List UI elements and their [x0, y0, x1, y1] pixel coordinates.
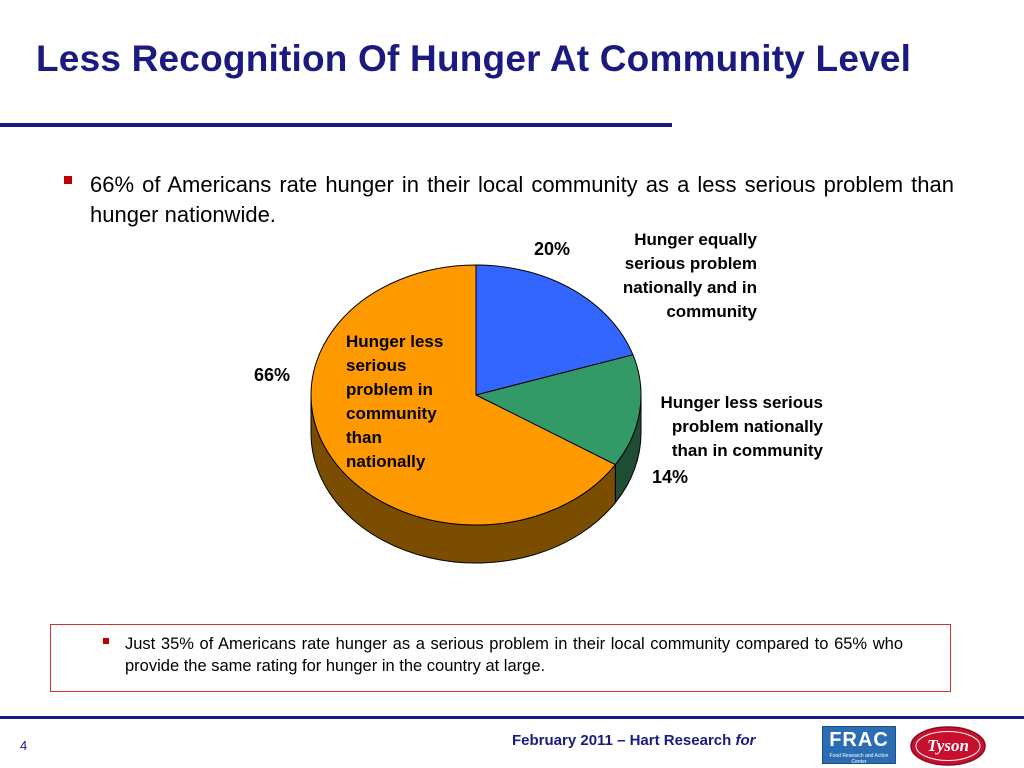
bullet-square-icon — [64, 176, 72, 184]
page-number: 4 — [20, 738, 28, 753]
pie-tops — [310, 264, 642, 526]
bullet-text: 66% of Americans rate hunger in their lo… — [90, 172, 954, 227]
bullet-point: 66% of Americans rate hunger in their lo… — [64, 170, 954, 230]
footer-credit-text: February 2011 – Hart Research — [512, 732, 732, 749]
tyson-logo-text: Tyson — [927, 736, 969, 755]
pie-slice-1 — [474, 354, 642, 466]
pie-category-label-0-line-3: community — [666, 302, 757, 321]
pie-category-label-2-line-4: than — [346, 428, 382, 447]
pie-category-label-2-line-3: community — [346, 404, 437, 423]
pie-category-label-2-line-1: serious — [346, 356, 406, 375]
frac-logo: FRAC Food Research and Action Center — [822, 726, 896, 765]
footer-for: for — [735, 732, 756, 749]
slide-title: Less Recognition Of Hunger At Community … — [36, 38, 912, 79]
callout-box: Just 35% of Americans rate hunger as a s… — [50, 624, 951, 692]
pie-category-label-2-line-5: nationally — [346, 452, 426, 471]
frac-logo-text: FRAC — [829, 729, 889, 751]
pie-value-label-0: 20% — [534, 239, 570, 259]
pie-slice-2 — [310, 264, 617, 526]
pie-value-label-1: 14% — [652, 467, 688, 487]
pie-category-label-2-line-0: Hunger less — [346, 332, 443, 351]
pie-category-label-0-line-1: serious problem — [625, 254, 757, 273]
title-underline — [0, 123, 672, 127]
footer-credit: February 2011 – Hart Research for — [512, 732, 755, 749]
pie-labels: 20% Hunger equally serious problem national… — [254, 230, 824, 487]
pie-category-label-0-line-2: nationally and in — [623, 278, 757, 297]
pie-category-label-0-line-0: Hunger equally — [634, 230, 757, 249]
pie-category-label-2-line-2: problem in — [346, 380, 433, 399]
pie-category-label-1-line-0: Hunger less serious — [660, 393, 823, 412]
callout-bullet-icon — [103, 638, 109, 644]
pie-value-label-2: 66% — [254, 365, 290, 385]
footer-rule — [0, 716, 1024, 719]
tyson-logo: Tyson — [910, 726, 986, 766]
pie-slice-0 — [475, 264, 634, 396]
callout-text: Just 35% of Americans rate hunger as a s… — [125, 635, 903, 675]
frac-logo-subtext: Food Research and Action Center — [829, 753, 889, 765]
pie-category-label-1-line-1: problem nationally — [672, 417, 824, 436]
pie-category-label-1-line-2: than in community — [672, 441, 824, 460]
